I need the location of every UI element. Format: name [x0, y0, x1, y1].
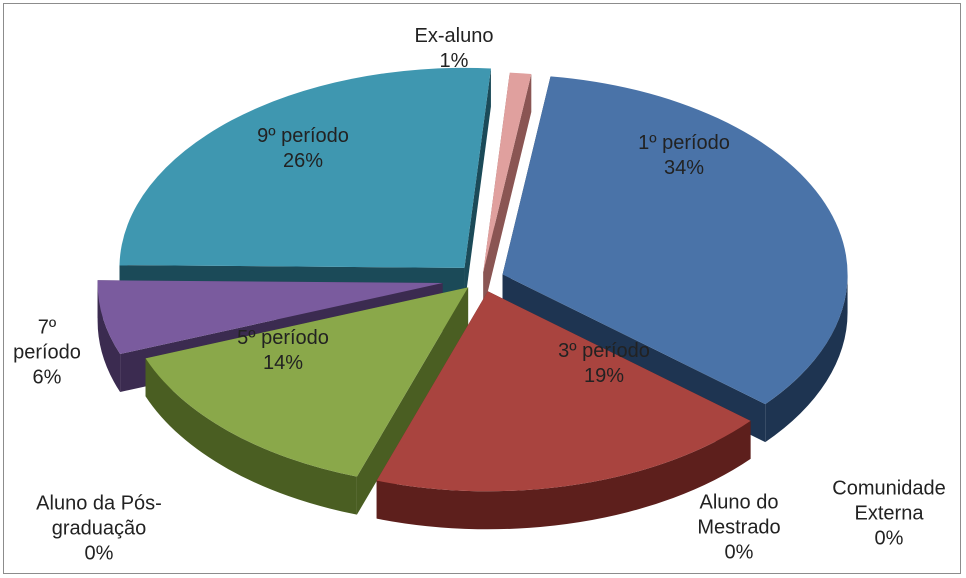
- slice-percent: 26%: [282, 150, 324, 172]
- slice-name: Comunidade: [832, 477, 946, 500]
- pie-slice-7-periodo: [97, 280, 443, 355]
- pie-chart: [97, 67, 848, 530]
- slice-name: Externa: [854, 502, 924, 525]
- slice-side-5-periodo-0: [145, 358, 357, 515]
- slice-side-7-periodo-0: [97, 283, 121, 393]
- slice-label-ex-aluno: Ex-aluno 1%: [415, 24, 494, 74]
- slice-label-7-periodo: 7º período 6%: [13, 316, 81, 391]
- slice-label-aluno-da-pos-graduacao: Aluno da Pós-graduação 0%: [36, 492, 162, 567]
- pie-slice-aluno-da-pos-graduacao: [370, 279, 482, 469]
- slice-label-9-periodo: 9º período 26%: [257, 124, 349, 174]
- slice-wall-9-periodo-1: [464, 68, 491, 306]
- pie-tops: [97, 67, 848, 492]
- slice-name: período: [13, 341, 81, 364]
- chart-frame: 1º período 34% Comunidade Externa 0% Aluno do…: [3, 3, 961, 574]
- slice-side-1-periodo-0: [765, 274, 848, 443]
- slice-name: 3º período: [558, 340, 650, 362]
- pie-slice-5-periodo: [145, 287, 469, 477]
- slice-name: 5º período: [237, 327, 329, 349]
- slice-percent: 0%: [724, 541, 754, 564]
- slice-name: Mestrado: [697, 516, 781, 539]
- slice-label-3-periodo: 3º período 19%: [558, 339, 650, 389]
- slice-name: 1º período: [638, 132, 730, 154]
- slice-wall-5-periodo-0: [356, 287, 469, 515]
- pie-slice-9-periodo: [119, 67, 491, 268]
- slice-name: 9º período: [257, 125, 349, 147]
- pie-slice-3-periodo: [376, 291, 751, 492]
- slice-percent: 6%: [32, 366, 62, 389]
- slice-percent: 0%: [84, 542, 114, 565]
- pie-slice-1-periodo: [502, 76, 848, 405]
- slice-name: graduação: [51, 517, 147, 540]
- slice-name: Ex-aluno: [414, 25, 494, 47]
- slice-name: Aluno do: [699, 491, 779, 514]
- slice-label-aluno-do-mestrado: Aluno do Mestrado 0%: [697, 491, 780, 566]
- slice-label-1-periodo: 1º período 34%: [638, 131, 730, 181]
- slice-percent: 34%: [663, 157, 705, 179]
- slice-name: Aluno da Pós-: [36, 492, 162, 515]
- slice-wall-ex-aluno-1: [483, 74, 532, 311]
- pie-slice-ex-aluno: [483, 72, 532, 273]
- slice-percent: 14%: [262, 352, 304, 374]
- slice-label-comunidade-externa: Comunidade Externa 0%: [832, 477, 945, 552]
- slice-side-3-periodo-0: [376, 420, 751, 530]
- slice-percent: 19%: [583, 365, 625, 387]
- slice-name: 7º: [37, 316, 57, 339]
- slice-label-5-periodo: 5º período 14%: [237, 326, 329, 376]
- slice-percent: 1%: [439, 50, 469, 72]
- slice-percent: 0%: [874, 527, 904, 550]
